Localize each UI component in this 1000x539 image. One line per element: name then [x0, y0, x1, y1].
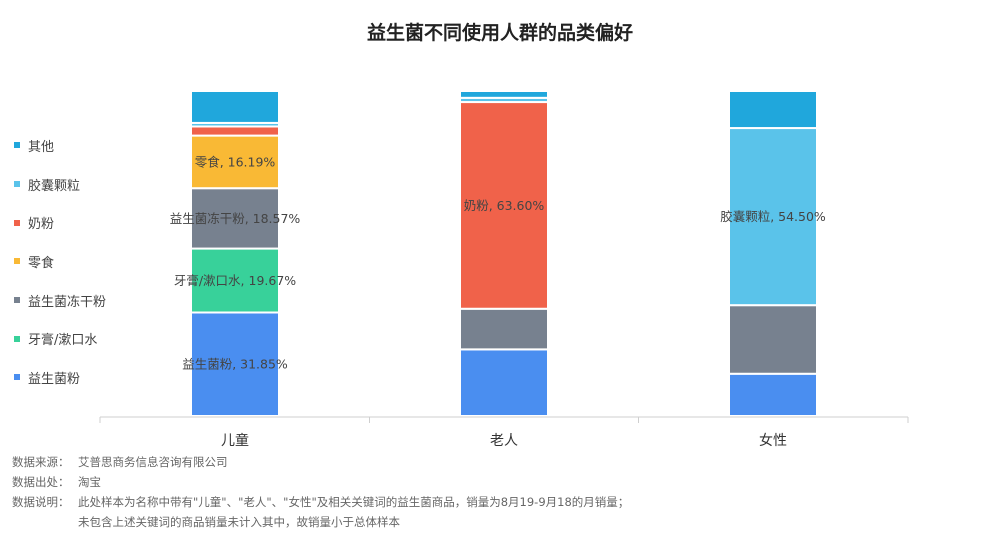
legend-swatch — [14, 297, 20, 304]
bar-segment — [190, 247, 280, 314]
data-label: 奶粉, 63.60% — [464, 198, 545, 213]
note-label: 数据说明： — [12, 495, 70, 509]
legend-item: 牙膏/漱口水 — [14, 319, 106, 358]
bar-segment — [459, 348, 549, 417]
legend-swatch — [14, 335, 20, 342]
data-label: 牙膏/漱口水, 19.67% — [174, 273, 296, 288]
legend-label: 其他 — [28, 139, 55, 155]
note-text: 淘宝 — [78, 475, 101, 489]
note-label: 数据来源： — [12, 455, 70, 469]
legend-label: 益生菌冻干粉 — [28, 294, 107, 310]
legend-item: 胶囊颗粒 — [14, 165, 106, 204]
x-tick-label: 女性 — [759, 432, 787, 449]
legend-label: 奶粉 — [28, 217, 55, 233]
legend-item: 其他 — [14, 126, 106, 165]
bar-segment — [190, 134, 280, 190]
data-label: 益生菌冻干粉, 18.57% — [170, 211, 301, 226]
bar-segment — [190, 125, 280, 137]
note-text: 此处样本为名称中带有"儿童"、"老人"、"女性"及相关关键词的益生菌商品，销量为… — [78, 495, 630, 509]
note-text: 艾普思商务信息咨询有限公司 — [78, 455, 228, 469]
legend-swatch — [14, 374, 20, 381]
stacked-bar-chart: 儿童 老人 女性 益生菌粉, 31.85% 牙膏/漱口水, 19.67% 益生菌冻干粉, … — [99, 90, 909, 449]
legend-item: 零食 — [14, 242, 106, 281]
legend-item: 奶粉 — [14, 203, 106, 242]
chart-legend: 其他胶囊颗粒奶粉零食益生菌冻干粉 牙膏/漱口水 益生菌粉 — [14, 126, 106, 397]
bar-segment — [459, 90, 549, 99]
bar-segment — [190, 311, 280, 417]
legend-swatch — [14, 181, 20, 188]
bar-segment — [190, 187, 280, 250]
bar-segment — [728, 127, 818, 307]
bar-segment — [728, 90, 818, 130]
note-row: 数据来源： 艾普思商务信息咨询有限公司 — [12, 452, 629, 472]
note-row: 数据说明： 此处样本为名称中带有"儿童"、"老人"、"女性"及相关关键词的益生菌商… — [12, 492, 629, 512]
note-row: 数据出处： 淘宝 — [12, 472, 629, 492]
bar-segment — [728, 372, 818, 417]
data-label: 零食, 16.19% — [195, 154, 276, 169]
note-text: 未包含上述关键词的商品销量未计入其中，故销量小于总体样本 — [78, 515, 400, 529]
legend-label: 牙膏/漱口水 — [28, 333, 98, 349]
legend-swatch — [14, 142, 20, 149]
legend-label: 胶囊颗粒 — [28, 178, 81, 194]
chart-title: 益生菌不同使用人群的品类偏好 — [366, 22, 633, 44]
data-label: 益生菌粉, 31.85% — [182, 357, 288, 372]
x-tick-label: 儿童 — [221, 432, 249, 449]
legend-swatch — [14, 258, 20, 265]
bar-segment — [728, 304, 818, 375]
bar-segment — [190, 90, 280, 124]
bar-segment — [459, 101, 549, 310]
legend-item: 益生菌粉 — [14, 358, 106, 397]
legend-label: 益生菌粉 — [28, 371, 81, 387]
legend-item: 益生菌冻干粉 — [14, 281, 106, 320]
data-label: 胶囊颗粒, 54.50% — [720, 209, 826, 224]
bar-segment — [459, 307, 549, 351]
note-row: 未包含上述关键词的商品销量未计入其中，故销量小于总体样本 — [12, 512, 629, 532]
x-tick-label: 老人 — [490, 433, 518, 449]
legend-label: 零食 — [28, 255, 55, 271]
legend-swatch — [14, 219, 20, 226]
note-label: 数据出处： — [12, 475, 70, 489]
source-notes: 数据来源： 艾普思商务信息咨询有限公司 数据出处： 淘宝 数据说明： 此处样本为名称中带有… — [12, 452, 629, 532]
